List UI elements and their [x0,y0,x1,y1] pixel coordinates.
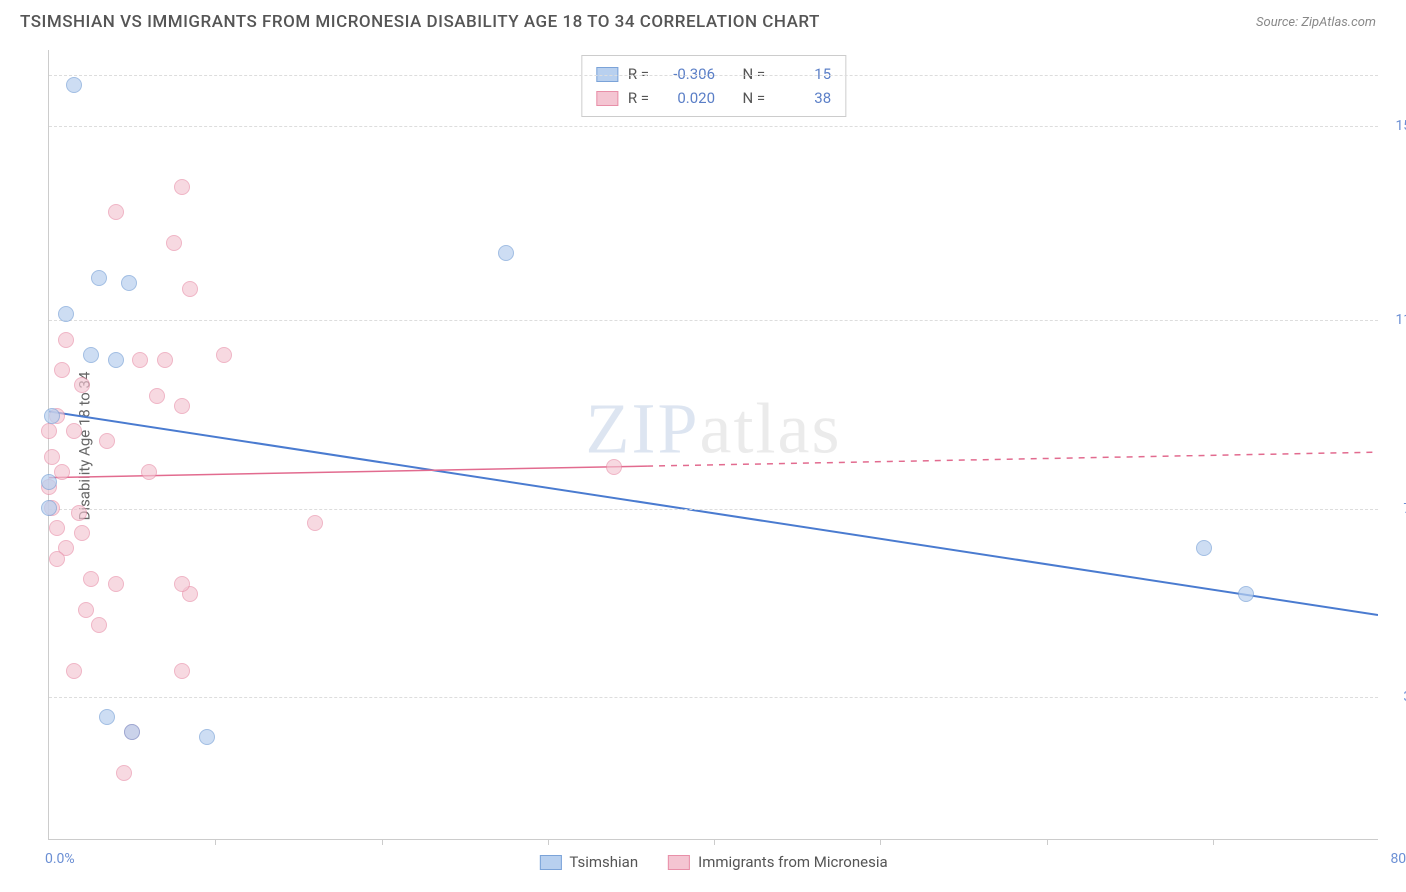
data-point [66,663,82,679]
x-tick [548,839,549,845]
data-point [174,179,190,195]
swatch-series-2 [596,91,618,106]
data-point [108,352,124,368]
x-tick [1047,839,1048,845]
data-point [121,275,137,291]
data-point [41,474,57,490]
data-point [83,347,99,363]
data-point [216,347,232,363]
data-point [166,235,182,251]
legend-item-1: Tsimshian [539,853,638,871]
watermark: ZIPatlas [586,387,842,470]
data-point [74,377,90,393]
data-point [44,408,60,424]
data-point [49,551,65,567]
data-point [49,520,65,536]
data-point [182,281,198,297]
r-value-1: -0.306 [659,62,715,86]
data-point [307,515,323,531]
data-point [41,423,57,439]
swatch-tsimshian [539,855,561,870]
watermark-part1: ZIP [586,388,700,468]
data-point [58,332,74,348]
x-tick [880,839,881,845]
x-axis-min: 0.0% [45,851,75,867]
x-tick [714,839,715,845]
n-value-1: 15 [775,62,831,86]
x-tick [1213,839,1214,845]
y-tick-label: 11.2% [1395,312,1406,328]
data-point [58,306,74,322]
data-point [66,77,82,93]
data-point [71,505,87,521]
legend-item-2: Immigrants from Micronesia [668,853,888,871]
x-axis-max: 80.0% [1390,851,1406,867]
x-tick [382,839,383,845]
gridline [49,697,1378,698]
data-point [41,500,57,516]
gridline [49,320,1378,321]
gridline [49,509,1378,510]
data-point [606,459,622,475]
data-point [91,617,107,633]
gridline [49,126,1378,127]
y-tick-label: 15.0% [1395,118,1406,134]
x-tick [215,839,216,845]
data-point [99,709,115,725]
source-credit: Source: ZipAtlas.com [1256,15,1376,30]
data-point [99,433,115,449]
swatch-micronesia [668,855,690,870]
data-point [54,362,70,378]
data-point [141,464,157,480]
data-point [54,464,70,480]
data-point [149,388,165,404]
data-point [44,449,60,465]
data-point [108,576,124,592]
trend-lines [49,50,1378,839]
correlation-legend: R = -0.306 N = 15 R = 0.020 N = 38 [581,55,846,117]
data-point [1238,586,1254,602]
n-label: N = [743,86,766,110]
data-point [1196,540,1212,556]
chart-header: TSIMSHIAN VS IMMIGRANTS FROM MICRONESIA … [0,0,1406,40]
data-point [78,602,94,618]
legend-row-2: R = 0.020 N = 38 [596,86,831,110]
swatch-series-1 [596,67,618,82]
data-point [174,398,190,414]
legend-label-2: Immigrants from Micronesia [698,853,888,871]
data-point [124,724,140,740]
data-point [174,663,190,679]
scatter-chart: ZIPatlas R = -0.306 N = 15 R = 0.020 N =… [48,50,1378,840]
data-point [498,245,514,261]
r-value-2: 0.020 [659,86,715,110]
n-value-2: 38 [775,86,831,110]
data-point [157,352,173,368]
legend-row-1: R = -0.306 N = 15 [596,62,831,86]
n-label: N = [743,62,766,86]
data-point [83,571,99,587]
series-legend: Tsimshian Immigrants from Micronesia [539,853,887,871]
data-point [74,525,90,541]
data-point [108,204,124,220]
gridline [49,75,1378,76]
legend-label-1: Tsimshian [569,853,638,871]
data-point [116,765,132,781]
data-point [132,352,148,368]
watermark-part2: atlas [700,388,842,468]
chart-title: TSIMSHIAN VS IMMIGRANTS FROM MICRONESIA … [20,12,820,32]
data-point [91,270,107,286]
data-point [66,423,82,439]
r-label: R = [628,62,649,86]
data-point [199,729,215,745]
r-label: R = [628,86,649,110]
data-point [174,576,190,592]
